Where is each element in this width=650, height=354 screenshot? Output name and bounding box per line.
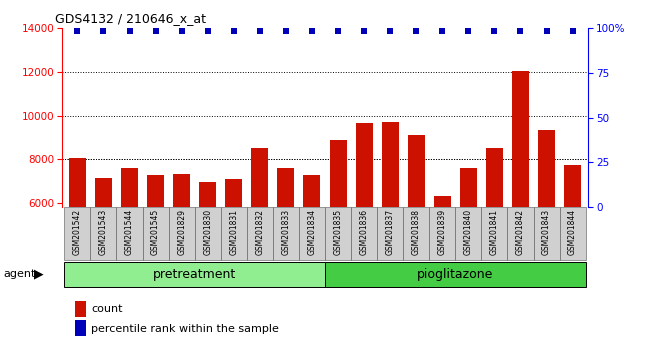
Point (437, 28, 447, 34)
Bar (200, 182, 216, 207)
Bar (142, 207, 168, 260)
Bar (168, 207, 195, 260)
Bar (434, 196, 450, 207)
Point (229, 28, 239, 34)
Text: GSM201836: GSM201836 (359, 209, 369, 255)
Text: GSM201843: GSM201843 (542, 209, 551, 255)
Text: GSM201542: GSM201542 (73, 209, 82, 255)
Bar (69, 158, 86, 207)
Point (359, 28, 369, 34)
Text: GSM201829: GSM201829 (177, 209, 186, 255)
Text: pretreatment: pretreatment (153, 268, 237, 281)
Text: GSM201831: GSM201831 (229, 209, 239, 255)
Text: GSM201841: GSM201841 (490, 209, 499, 255)
Text: GSM201544: GSM201544 (125, 209, 134, 255)
Bar (351, 207, 377, 260)
Bar (273, 207, 299, 260)
Bar (247, 207, 273, 260)
Point (203, 28, 213, 34)
Bar (121, 168, 138, 207)
Point (567, 28, 578, 34)
Bar (482, 207, 508, 260)
Text: GSM201545: GSM201545 (151, 209, 160, 255)
Bar (534, 207, 560, 260)
Bar (356, 123, 372, 207)
Text: count: count (91, 304, 122, 314)
Text: GSM201832: GSM201832 (255, 209, 265, 255)
Bar (486, 148, 503, 207)
Point (333, 28, 343, 34)
Bar (325, 207, 351, 260)
Text: GSM201838: GSM201838 (411, 209, 421, 255)
Text: GSM201833: GSM201833 (281, 209, 291, 255)
Point (72, 28, 83, 34)
Text: GSM201837: GSM201837 (385, 209, 395, 255)
Bar (325, 262, 586, 287)
Point (281, 28, 291, 34)
Bar (560, 207, 586, 260)
Bar (408, 135, 424, 207)
Text: percentile rank within the sample: percentile rank within the sample (91, 324, 279, 333)
Point (307, 28, 317, 34)
Bar (116, 207, 142, 260)
Point (463, 28, 474, 34)
Point (124, 28, 135, 34)
Text: GSM201842: GSM201842 (516, 209, 525, 255)
Bar (564, 165, 581, 207)
Point (255, 28, 265, 34)
Point (176, 28, 187, 34)
Bar (508, 207, 534, 260)
Bar (147, 176, 164, 207)
Text: GSM201840: GSM201840 (464, 209, 473, 255)
Point (541, 28, 552, 34)
Bar (512, 71, 529, 207)
Bar (330, 139, 346, 207)
Text: GSM201830: GSM201830 (203, 209, 212, 255)
Point (385, 28, 395, 34)
Bar (90, 207, 116, 260)
Bar (195, 207, 221, 260)
Point (411, 28, 421, 34)
Text: ▶: ▶ (34, 268, 44, 281)
Point (98, 28, 109, 34)
Text: GSM201835: GSM201835 (333, 209, 343, 255)
Bar (299, 207, 325, 260)
Text: GSM201834: GSM201834 (307, 209, 317, 255)
Bar (226, 179, 242, 207)
Bar (382, 122, 398, 207)
Text: GSM201839: GSM201839 (438, 209, 447, 255)
Bar (278, 168, 294, 207)
Bar (64, 207, 90, 260)
Bar (95, 178, 112, 207)
Text: GSM201543: GSM201543 (99, 209, 108, 255)
Point (515, 28, 526, 34)
Bar (221, 207, 247, 260)
Bar (377, 207, 403, 260)
Point (489, 28, 500, 34)
Bar (173, 175, 190, 207)
Bar (64, 262, 325, 287)
Bar (429, 207, 455, 260)
Text: pioglitazone: pioglitazone (417, 268, 493, 281)
Point (150, 28, 161, 34)
Bar (304, 176, 320, 207)
Bar (460, 168, 477, 207)
Bar (538, 130, 555, 207)
Bar (252, 148, 268, 207)
Bar (403, 207, 429, 260)
Bar (455, 207, 482, 260)
Text: GSM201844: GSM201844 (568, 209, 577, 255)
Text: agent: agent (3, 269, 36, 279)
Text: GDS4132 / 210646_x_at: GDS4132 / 210646_x_at (55, 12, 206, 25)
